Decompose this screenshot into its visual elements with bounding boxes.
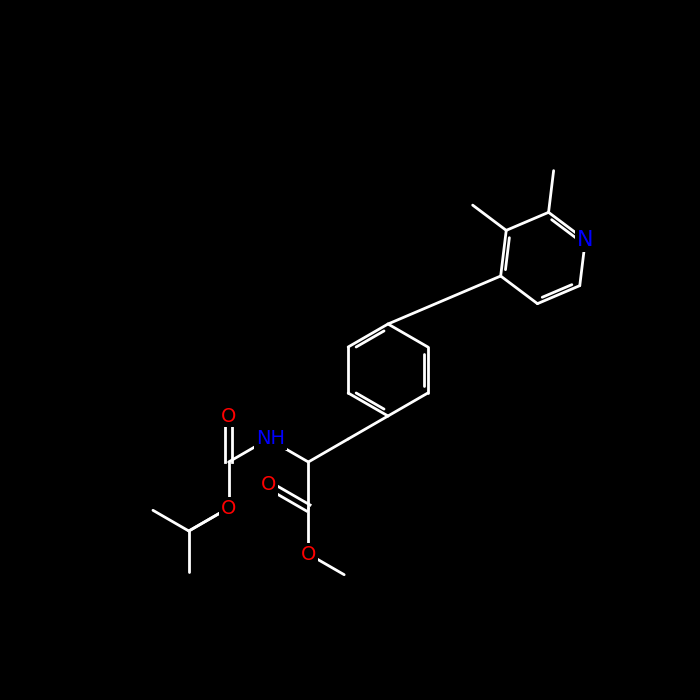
Text: O: O — [261, 475, 277, 494]
Text: O: O — [221, 498, 237, 517]
Text: O: O — [300, 545, 316, 564]
Text: NH: NH — [256, 430, 285, 449]
Text: N: N — [577, 230, 594, 250]
Text: O: O — [221, 407, 237, 426]
